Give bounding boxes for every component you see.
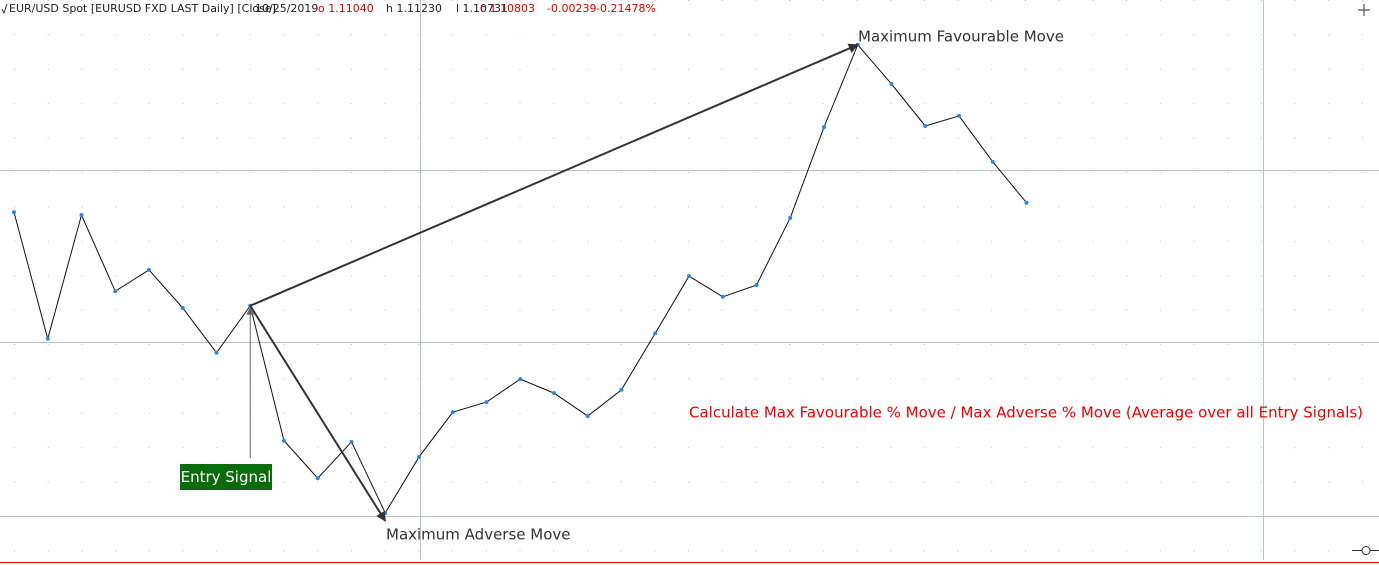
favourable-label: Maximum Favourable Move xyxy=(858,28,1064,46)
price-point xyxy=(585,414,590,419)
price-point xyxy=(552,391,556,396)
entry-label: Entry Signal xyxy=(181,468,272,486)
adverse-arrow xyxy=(249,305,387,522)
scroll-knob xyxy=(1361,546,1371,555)
line-icon xyxy=(1,3,8,15)
note: Calculate Max Favourable % Move / Max Ad… xyxy=(689,404,1363,422)
scroll-icon[interactable] xyxy=(1352,546,1379,555)
price-point xyxy=(923,124,928,128)
adverse-label: Maximum Adverse Move xyxy=(386,526,571,544)
low: l 1.10731 xyxy=(456,2,508,15)
price-point xyxy=(1024,200,1029,205)
entry-badge xyxy=(180,464,272,490)
price-point xyxy=(214,350,219,355)
price-point xyxy=(957,113,961,118)
price-point xyxy=(417,454,421,459)
price-point xyxy=(653,331,658,336)
price-point xyxy=(484,400,489,405)
open: o 1.11040 xyxy=(318,2,374,15)
price-point xyxy=(450,410,455,415)
price-point xyxy=(754,283,759,288)
price-point xyxy=(282,438,286,443)
price-point xyxy=(147,267,151,272)
price-point xyxy=(349,439,354,444)
price-point xyxy=(315,476,320,481)
price-point xyxy=(720,294,725,299)
change: -0.00239 xyxy=(547,2,596,15)
price-point xyxy=(788,215,793,220)
price-point xyxy=(12,210,16,215)
price-point xyxy=(687,274,691,279)
price-point xyxy=(79,213,84,218)
price-point xyxy=(889,82,894,86)
price-point xyxy=(180,306,185,310)
price-point xyxy=(518,377,523,382)
high: h 1.11230 xyxy=(386,2,442,15)
add-icon[interactable] xyxy=(1358,4,1370,16)
favourable-arrow xyxy=(249,43,859,307)
price-point xyxy=(990,159,995,164)
price-point xyxy=(822,125,826,130)
header: EUR/USD Spot [EURUSD FXD LAST Daily] [Cl… xyxy=(1,2,656,15)
close: c 1.10803 xyxy=(480,2,535,15)
price-point xyxy=(383,510,388,515)
price-point xyxy=(45,336,50,341)
price-point xyxy=(619,387,624,392)
date: 10/25/2019 xyxy=(255,2,318,15)
instrument: EUR/USD Spot [EURUSD FXD LAST Daily] [Cl… xyxy=(9,2,276,15)
price-point xyxy=(113,289,118,294)
change-pct: -0.21478% xyxy=(596,2,656,15)
